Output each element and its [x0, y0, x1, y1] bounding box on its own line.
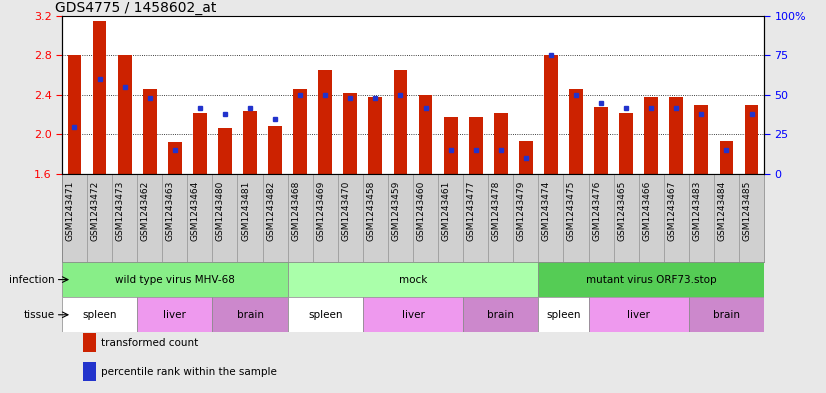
Text: GSM1243473: GSM1243473: [116, 181, 125, 241]
Bar: [62, 262, 287, 297]
Bar: [287, 297, 363, 332]
Text: GSM1243461: GSM1243461: [442, 181, 451, 241]
Bar: [368, 97, 382, 174]
Bar: [268, 125, 282, 174]
Bar: [669, 97, 683, 174]
Bar: [143, 89, 157, 174]
Bar: [168, 142, 182, 174]
Bar: [193, 113, 206, 174]
Text: brain: brain: [236, 310, 263, 320]
Bar: [620, 113, 633, 174]
Text: GSM1243478: GSM1243478: [491, 181, 501, 241]
Bar: [287, 262, 539, 297]
Bar: [588, 297, 689, 332]
Text: brain: brain: [487, 310, 515, 320]
Text: GSM1243470: GSM1243470: [341, 181, 350, 241]
Text: GSM1243480: GSM1243480: [216, 181, 225, 241]
Bar: [519, 141, 533, 174]
Text: brain: brain: [713, 310, 740, 320]
Text: GSM1243479: GSM1243479: [517, 181, 526, 241]
Text: GSM1243459: GSM1243459: [392, 181, 401, 241]
Text: GSM1243482: GSM1243482: [266, 181, 275, 241]
Bar: [719, 141, 733, 174]
Text: GSM1243469: GSM1243469: [316, 181, 325, 241]
Text: spleen: spleen: [83, 310, 116, 320]
Text: GSM1243472: GSM1243472: [91, 181, 100, 241]
Text: GSM1243467: GSM1243467: [667, 181, 676, 241]
Text: GSM1243485: GSM1243485: [743, 181, 752, 241]
Bar: [644, 97, 658, 174]
Bar: [444, 117, 458, 174]
Bar: [93, 21, 107, 174]
Bar: [744, 105, 758, 174]
Bar: [68, 55, 82, 174]
Bar: [539, 262, 764, 297]
Bar: [137, 297, 212, 332]
Bar: [463, 297, 539, 332]
Bar: [212, 297, 287, 332]
Bar: [419, 95, 433, 174]
Text: GSM1243464: GSM1243464: [191, 181, 200, 241]
Text: GSM1243474: GSM1243474: [542, 181, 551, 241]
Text: GSM1243458: GSM1243458: [367, 181, 375, 241]
Text: GDS4775 / 1458602_at: GDS4775 / 1458602_at: [55, 1, 216, 15]
Text: percentile rank within the sample: percentile rank within the sample: [101, 367, 277, 377]
Bar: [318, 70, 332, 174]
Text: transformed count: transformed count: [101, 338, 197, 348]
Text: mutant virus ORF73.stop: mutant virus ORF73.stop: [586, 275, 716, 285]
Text: tissue: tissue: [23, 310, 55, 320]
Bar: [363, 297, 463, 332]
Text: GSM1243468: GSM1243468: [291, 181, 300, 241]
Bar: [544, 55, 558, 174]
Bar: [594, 107, 608, 174]
Text: GSM1243481: GSM1243481: [241, 181, 250, 241]
Text: spleen: spleen: [308, 310, 343, 320]
Text: GSM1243460: GSM1243460: [416, 181, 425, 241]
Text: liver: liver: [164, 310, 186, 320]
Text: GSM1243484: GSM1243484: [718, 181, 726, 241]
Text: GSM1243475: GSM1243475: [567, 181, 576, 241]
Bar: [83, 362, 96, 382]
Bar: [695, 105, 708, 174]
Bar: [218, 128, 232, 174]
Bar: [569, 89, 583, 174]
Text: infection: infection: [9, 275, 55, 285]
Bar: [62, 297, 137, 332]
Text: GSM1243477: GSM1243477: [467, 181, 476, 241]
Text: liver: liver: [401, 310, 425, 320]
Text: mock: mock: [399, 275, 427, 285]
Text: wild type virus MHV-68: wild type virus MHV-68: [115, 275, 235, 285]
Bar: [689, 297, 764, 332]
Bar: [83, 333, 96, 353]
Bar: [344, 93, 357, 174]
Text: GSM1243471: GSM1243471: [65, 181, 74, 241]
Text: liver: liver: [627, 310, 650, 320]
Bar: [243, 111, 257, 174]
Text: spleen: spleen: [546, 310, 581, 320]
Text: GSM1243483: GSM1243483: [692, 181, 701, 241]
Text: GSM1243476: GSM1243476: [592, 181, 601, 241]
Bar: [118, 55, 131, 174]
Bar: [539, 297, 588, 332]
Bar: [469, 117, 482, 174]
Bar: [494, 113, 508, 174]
Text: GSM1243466: GSM1243466: [642, 181, 651, 241]
Bar: [293, 89, 307, 174]
Text: GSM1243463: GSM1243463: [166, 181, 175, 241]
Bar: [393, 70, 407, 174]
Text: GSM1243462: GSM1243462: [140, 181, 150, 241]
Text: GSM1243465: GSM1243465: [617, 181, 626, 241]
